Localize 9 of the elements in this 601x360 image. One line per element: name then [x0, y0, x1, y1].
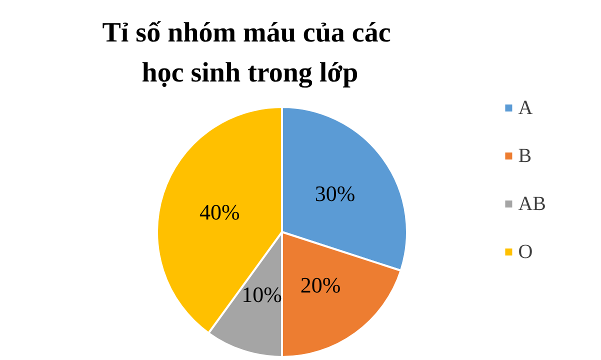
data-label: 20%	[300, 272, 341, 298]
legend-label: A	[518, 97, 534, 119]
data-label: 30%	[314, 181, 356, 206]
legend-label: B	[518, 145, 532, 167]
legend-label: O	[518, 241, 533, 263]
data-label: 40%	[200, 199, 240, 224]
chart-title: Tỉ số nhóm máu của các học sinh trong lớp	[102, 18, 398, 88]
legend-label: AB	[518, 193, 546, 215]
data-label: 10%	[242, 282, 282, 307]
